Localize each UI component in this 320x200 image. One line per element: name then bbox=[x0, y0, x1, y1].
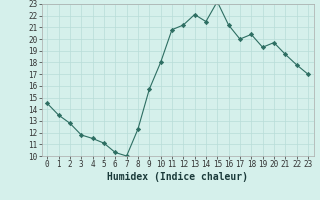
X-axis label: Humidex (Indice chaleur): Humidex (Indice chaleur) bbox=[107, 172, 248, 182]
